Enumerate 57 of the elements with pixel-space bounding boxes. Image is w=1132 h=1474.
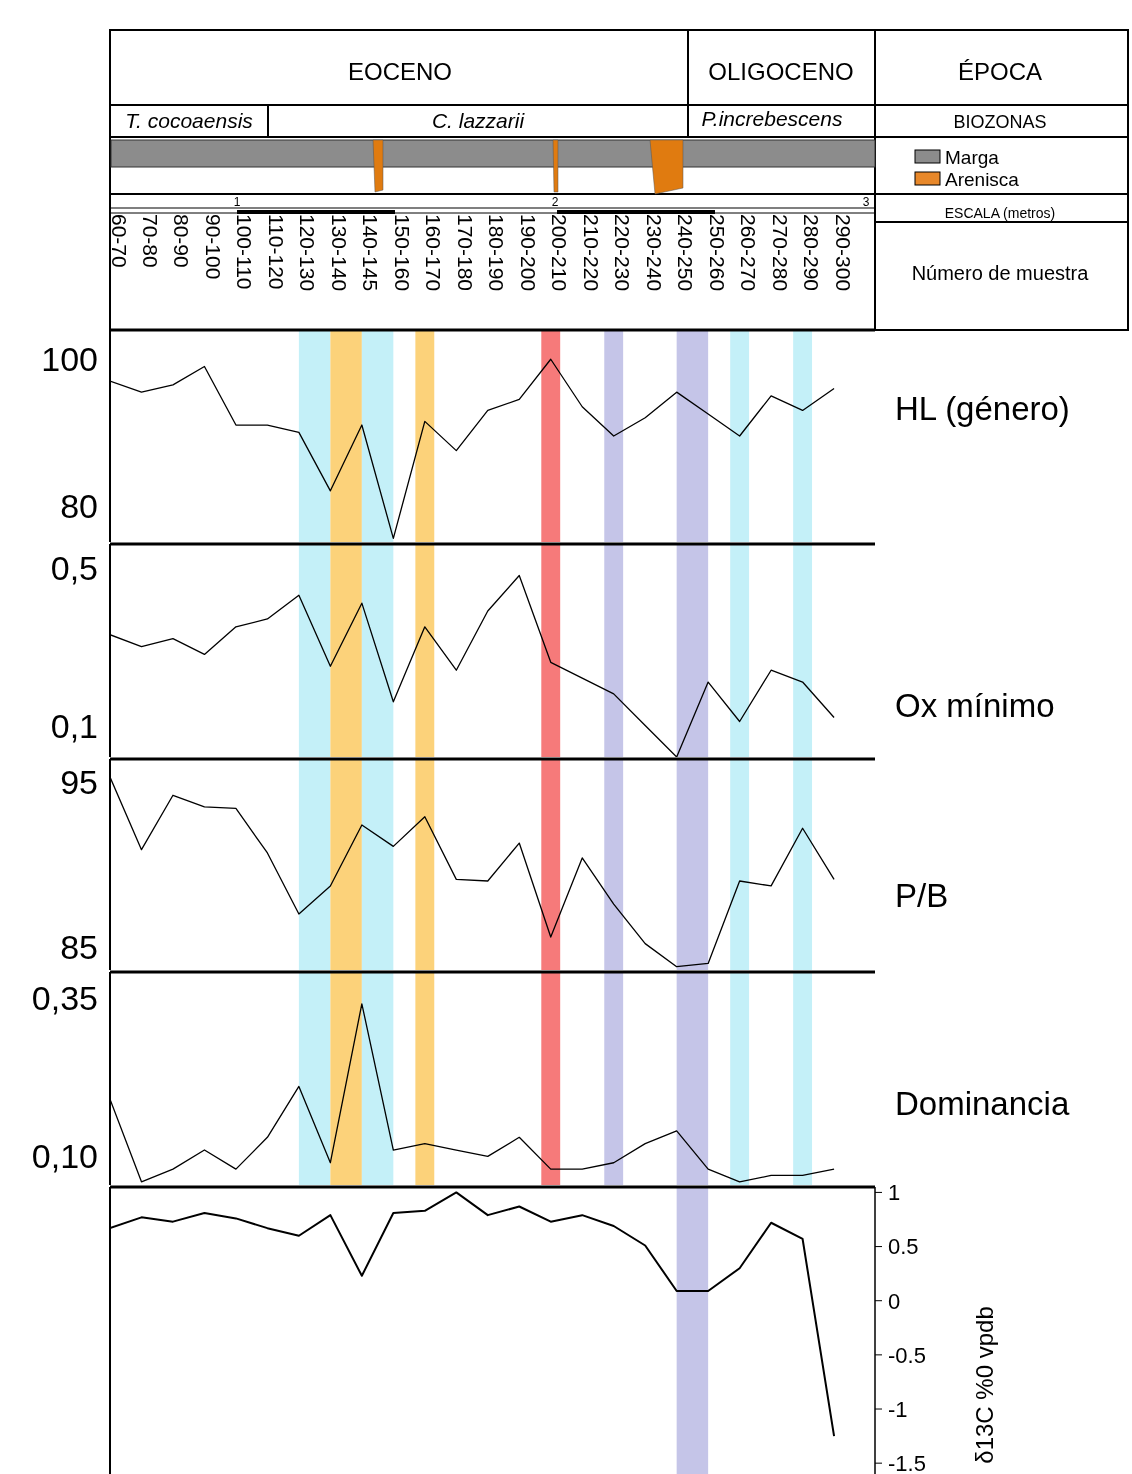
y2-tick-label: 1 xyxy=(888,1180,901,1206)
x-tick-label: 140-145 xyxy=(359,214,383,292)
text: 3 xyxy=(862,195,870,209)
x-tick-label: 90-100 xyxy=(201,214,225,280)
x-tick-label: 60-70 xyxy=(107,214,131,268)
x-tick-label: 200-210 xyxy=(548,214,572,292)
x-tick-label: 240-250 xyxy=(674,214,698,292)
x-tick-label: 120-130 xyxy=(296,214,320,292)
text: ESCALA (metros) xyxy=(944,205,1056,221)
y2-tick-label: -1.5 xyxy=(888,1450,926,1474)
text: 1 xyxy=(233,195,241,209)
x-tick-label: 170-180 xyxy=(453,214,477,292)
x-tick-label: 150-160 xyxy=(390,214,414,292)
x-tick-label: 100-110 xyxy=(233,214,257,290)
y-tick-label: 0,1 xyxy=(50,706,98,745)
y2-tick-label: -1 xyxy=(888,1396,908,1422)
y-axis-title: P/B xyxy=(895,877,949,915)
x-tick-label: 270-280 xyxy=(768,214,792,292)
text: C. lazzarii xyxy=(431,109,526,132)
x-tick-label: 80-90 xyxy=(170,214,194,268)
text: BIOZONAS xyxy=(953,112,1047,132)
text: Arenisca xyxy=(945,169,1020,190)
text: OLIGOCENO xyxy=(708,58,854,85)
y2-tick-label: 0 xyxy=(888,1288,901,1314)
text: Marga xyxy=(945,147,1000,168)
text: EOCENO xyxy=(347,58,453,85)
text: T. cocoaensis xyxy=(125,109,254,132)
text: ÉPOCA xyxy=(957,58,1043,85)
text: P.increbescens xyxy=(701,107,843,130)
y2-axis-title: δ13C %0 vpdb xyxy=(971,1306,999,1464)
text: 2 xyxy=(551,195,559,209)
x-tick-label: 190-200 xyxy=(516,214,540,292)
y-tick-label: 100 xyxy=(41,340,98,379)
x-tick-label: 130-140 xyxy=(327,214,351,292)
x-tick-label: 110-120 xyxy=(264,214,288,290)
y-tick-label: 0,35 xyxy=(31,978,98,1017)
y-tick-label: 0,10 xyxy=(31,1137,98,1176)
x-tick-label: 230-240 xyxy=(642,214,666,292)
text: Número de muestra xyxy=(911,262,1090,284)
x-tick-label: 260-270 xyxy=(737,214,761,292)
y-axis-title: Dominancia xyxy=(895,1085,1070,1123)
x-tick-label: 160-170 xyxy=(422,214,446,292)
x-tick-label: 70-80 xyxy=(138,214,162,268)
x-tick-label: 180-190 xyxy=(485,214,509,292)
x-tick-label: 210-220 xyxy=(579,214,603,292)
x-tick-label: 250-260 xyxy=(705,214,729,292)
y-tick-label: 95 xyxy=(60,763,98,802)
y-axis-title: HL (género) xyxy=(895,390,1070,428)
y-tick-label: 85 xyxy=(60,927,98,966)
x-tick-label: 290-300 xyxy=(831,214,855,292)
x-tick-label: 280-290 xyxy=(800,214,824,292)
y-tick-label: 0,5 xyxy=(50,548,98,587)
y-axis-title: Ox mínimo xyxy=(895,687,1055,725)
y2-tick-label: -0.5 xyxy=(888,1342,926,1368)
y-tick-label: 80 xyxy=(60,486,98,525)
x-tick-label: 220-230 xyxy=(611,214,635,292)
y2-tick-label: 0.5 xyxy=(888,1234,919,1260)
